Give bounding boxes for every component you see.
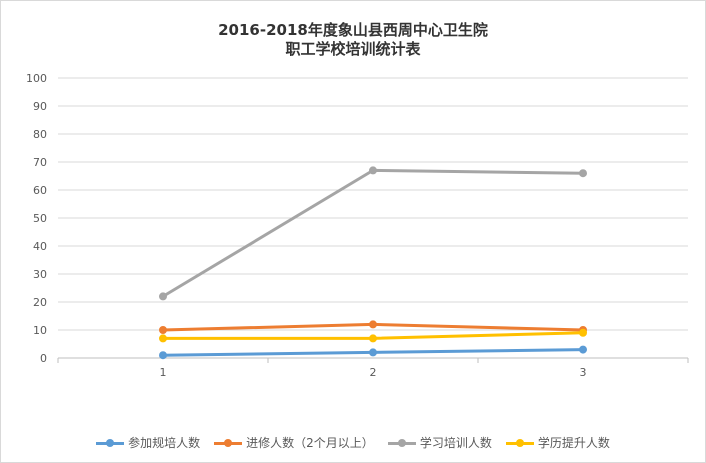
legend-label: 参加规培人数 xyxy=(128,436,201,450)
data-point xyxy=(159,326,167,334)
data-point xyxy=(369,320,377,329)
series-line xyxy=(161,168,585,298)
y-tick-label: 90 xyxy=(33,100,47,113)
data-point xyxy=(369,166,377,175)
y-tick-label: 40 xyxy=(33,240,47,253)
legend-label: 学历提升人数 xyxy=(537,436,610,450)
data-point xyxy=(369,348,377,357)
legend-item: 参加规培人数 xyxy=(96,434,200,451)
y-tick-label: 50 xyxy=(33,212,47,225)
y-tick-label: 30 xyxy=(33,268,47,281)
chart-title: 2016-2018年度象山县西周中心卫生院 职工学校培训统计表 xyxy=(1,21,705,59)
data-point xyxy=(369,334,377,343)
data-point xyxy=(579,345,587,354)
x-tick-label: 3 xyxy=(580,366,587,379)
legend-label: 学习培训人数 xyxy=(419,436,492,450)
y-tick-label: 10 xyxy=(33,324,47,337)
y-tick-label: 70 xyxy=(33,156,47,169)
data-point xyxy=(579,169,587,178)
legend-item: 学历提升人数 xyxy=(505,434,610,451)
data-point xyxy=(159,334,167,343)
chart-legend: 参加规培人数 进修人数（2个月以上） 学习培训人数 学历提升人数 xyxy=(1,434,705,451)
legend-swatch xyxy=(505,438,534,448)
legend-swatch xyxy=(96,438,125,448)
y-tick-label: 100 xyxy=(26,72,47,85)
y-tick-label: 20 xyxy=(33,296,47,309)
y-tick-label: 60 xyxy=(33,184,47,197)
legend-swatch xyxy=(387,438,416,448)
data-point xyxy=(579,328,587,337)
x-tick-label: 2 xyxy=(370,366,377,379)
data-point xyxy=(159,351,167,360)
legend-swatch xyxy=(214,438,243,448)
legend-item: 进修人数（2个月以上） xyxy=(214,434,374,451)
x-tick-label: 1 xyxy=(160,366,167,379)
legend-item: 学习培训人数 xyxy=(387,434,492,451)
legend-label: 进修人数（2个月以上） xyxy=(246,436,374,450)
chart-title-line-2: 职工学校培训统计表 xyxy=(285,40,421,58)
chart-title-line-1: 2016-2018年度象山县西周中心卫生院 xyxy=(218,21,488,39)
y-tick-label: 0 xyxy=(40,352,47,365)
y-tick-label: 80 xyxy=(33,128,47,141)
data-point xyxy=(159,292,167,301)
